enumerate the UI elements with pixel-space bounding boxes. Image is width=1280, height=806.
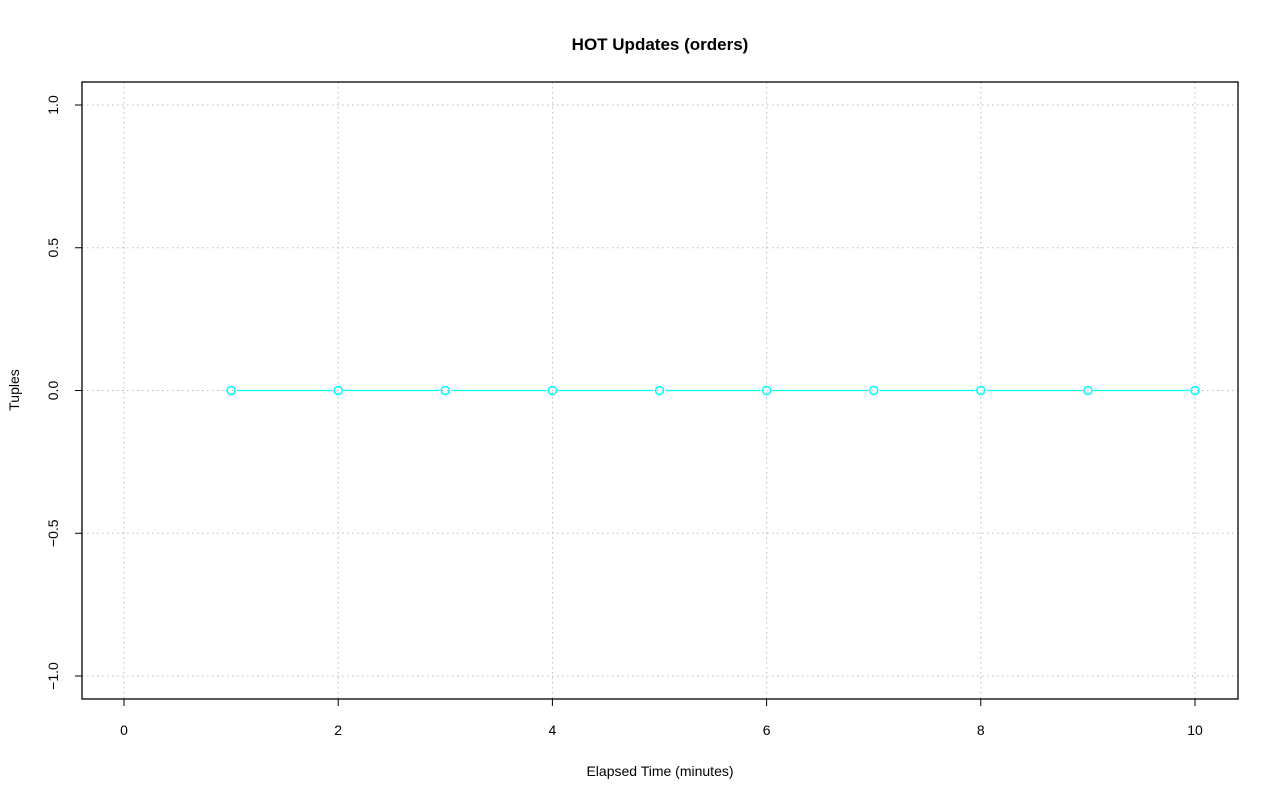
x-tick-label: 8 [977, 722, 985, 738]
data-point [1190, 385, 1200, 396]
data-point [761, 385, 772, 396]
data-point [868, 385, 879, 396]
chart-title: HOT Updates (orders) [572, 35, 749, 54]
y-tick-label: 1.0 [45, 95, 61, 115]
x-axis-label: Elapsed Time (minutes) [586, 763, 733, 779]
y-tick-label: 0.5 [45, 238, 61, 258]
x-tick-label: 6 [763, 722, 771, 738]
plot-frame [81, 81, 1239, 700]
data-point [440, 385, 451, 396]
x-tick-label: 2 [334, 722, 342, 738]
data-point [976, 385, 986, 396]
x-tick-label: 0 [120, 722, 128, 738]
x-tick-label: 10 [1187, 722, 1203, 738]
data-point [333, 385, 343, 396]
data-point [1083, 385, 1093, 396]
y-axis-label: Tuples [6, 369, 22, 411]
series [226, 385, 1200, 396]
y-tick-label: −1.0 [45, 662, 61, 690]
y-tick-label: 0.0 [45, 381, 61, 401]
axis-ticks: 0 2 4 6 8 10 −1.0 −0.5 0.0 0.5 1.0 [45, 95, 1203, 738]
x-tick-label: 4 [549, 722, 557, 738]
data-point [654, 385, 665, 396]
data-point [226, 385, 236, 396]
data-point [547, 385, 558, 396]
y-tick-label: −0.5 [45, 519, 61, 547]
